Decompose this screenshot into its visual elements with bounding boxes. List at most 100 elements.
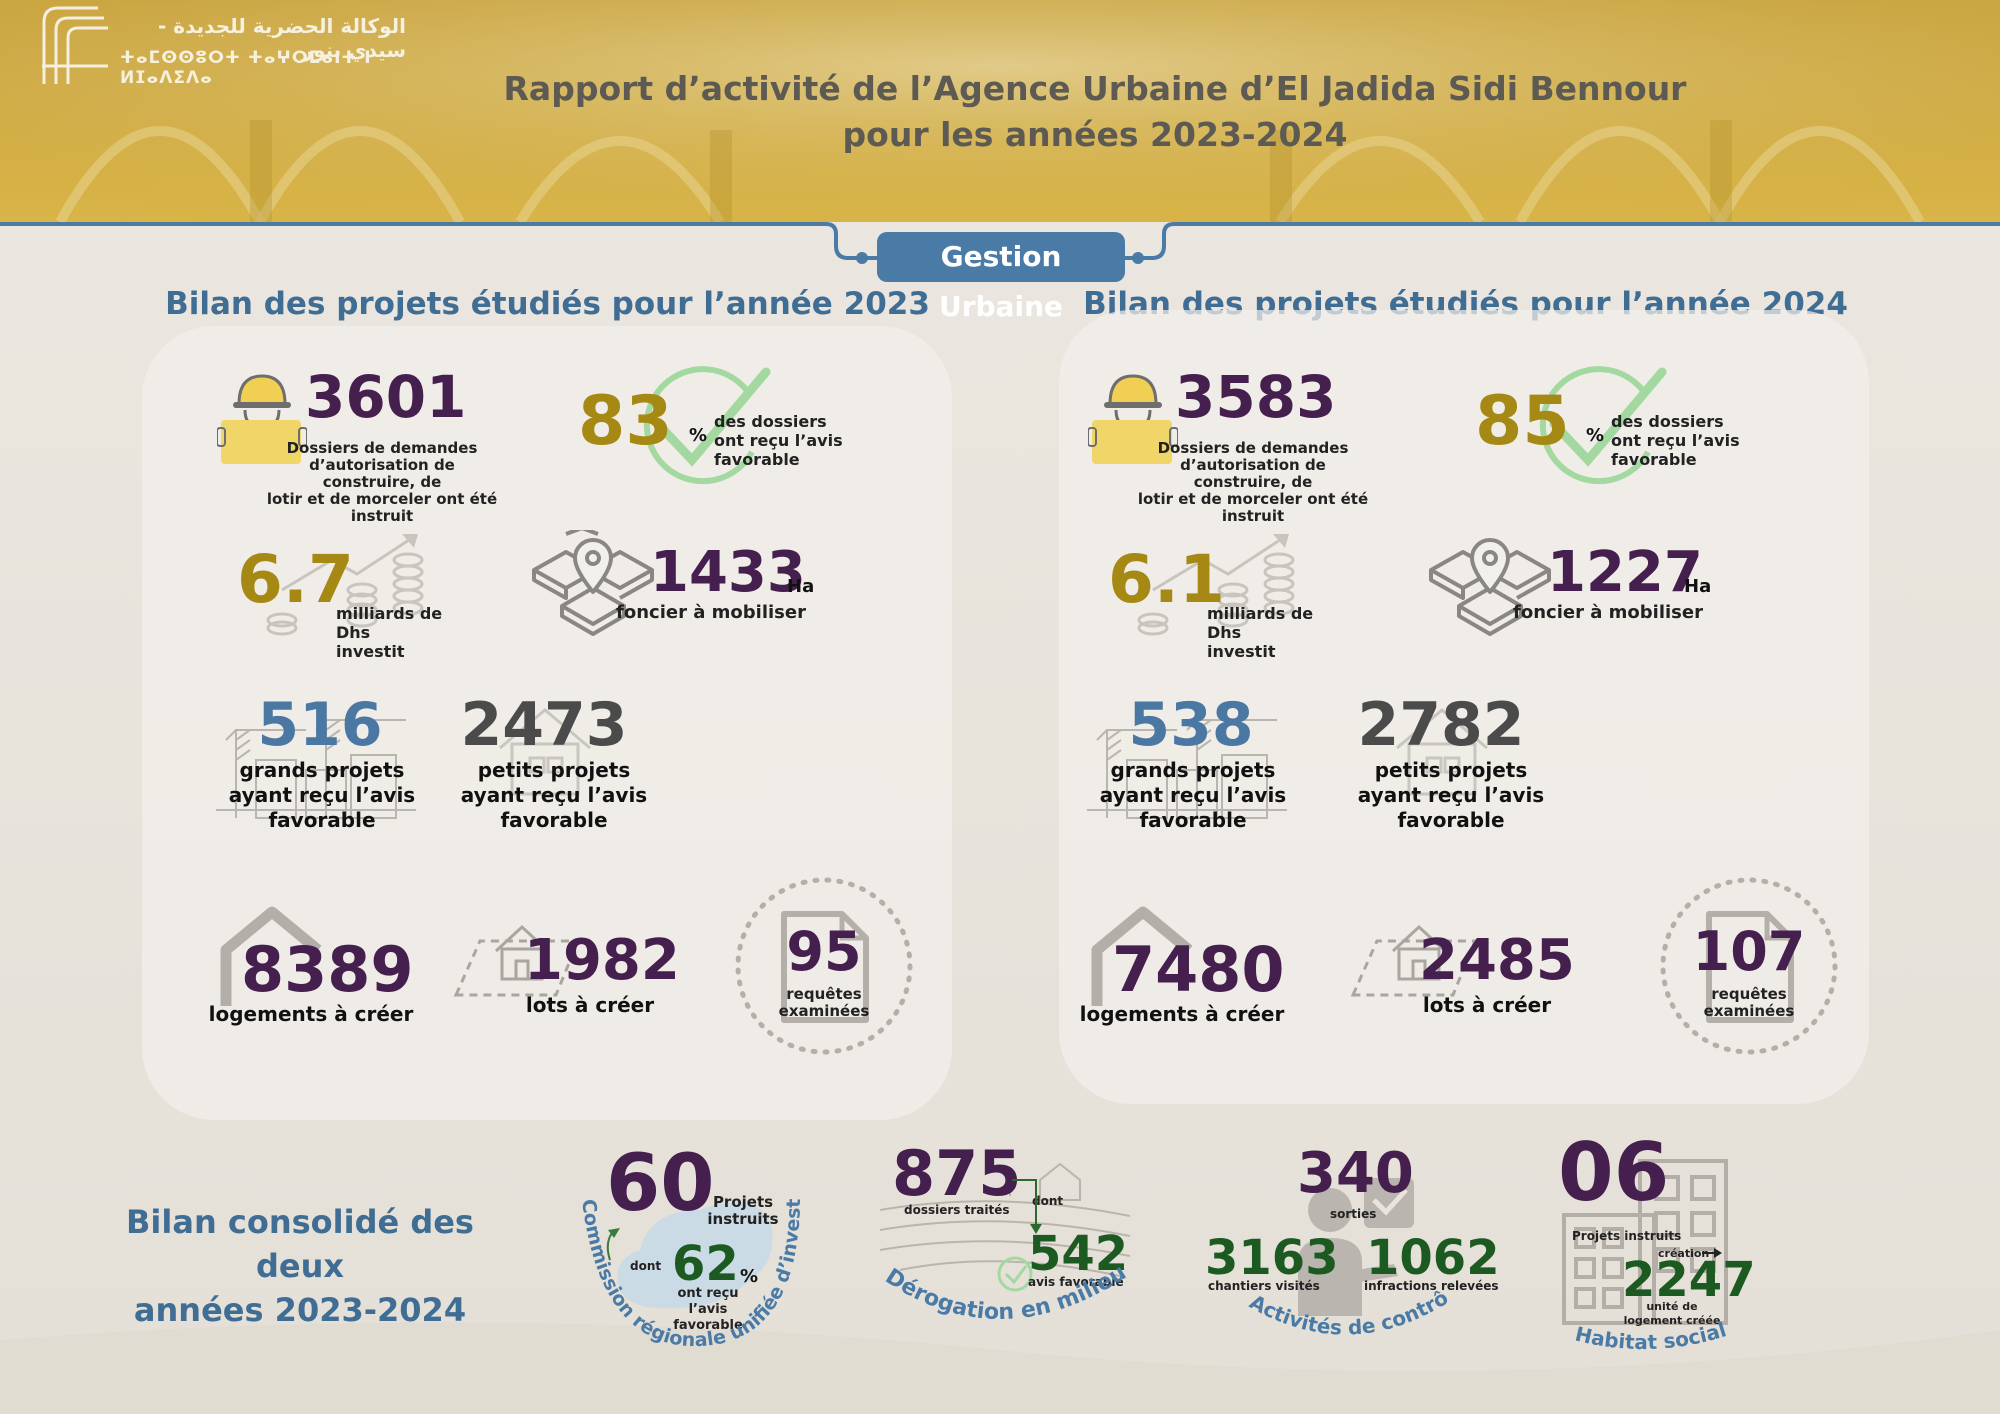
grands-2023-label: grands projets ayant reçu l’avis favorab… [212, 758, 432, 833]
habitat-creation: création [1658, 1247, 1710, 1260]
report-title: Rapport d’activité de l’Agence Urbaine d… [480, 66, 1710, 158]
crui-value: 60 [606, 1139, 715, 1229]
sorties-label: sorties [1330, 1207, 1377, 1221]
section-badge: Gestion Urbaine [877, 232, 1125, 323]
consolidated-heading-l1: Bilan consolidé des deux [126, 1203, 474, 1285]
sorties-value: 340 [1297, 1141, 1414, 1206]
grands-2024-label: grands projets ayant reçu l’avis favorab… [1083, 758, 1303, 833]
grands-2023-label-l2: ayant reçu l’avis [228, 783, 416, 807]
crui-label: Projets instruits [700, 1194, 786, 1228]
consolidated-heading: Bilan consolidé des deux années 2023-202… [100, 1200, 500, 1332]
report-title-line1: Rapport d’activité de l’Agence Urbaine d… [503, 69, 1687, 108]
petits-2023-value: 2473 [460, 690, 628, 760]
dossiers-2023-label-l2: d’autorisation de construire, de [309, 456, 455, 491]
construction-cranes-icon [1087, 700, 1287, 820]
favorable-2024-label-l1: des dossiers [1611, 412, 1724, 431]
lots-2023-label: lots à créer [525, 993, 655, 1017]
house-outline-icon [1087, 906, 1197, 1010]
petits-2024-label: petits projets ayant reçu l’avis favorab… [1341, 758, 1561, 833]
svg-text:Habitat social: Habitat social [1573, 1317, 1729, 1354]
controle-arc-text: Activités de contrôle [1230, 1270, 1452, 1340]
worker-laptop-icon [1088, 370, 1178, 466]
habitat-label: Projets instruits [1572, 1229, 1682, 1243]
crui-fav-unit: % [740, 1266, 759, 1287]
habitat-arc-text: Habitat social [1573, 1317, 1729, 1354]
check-circle-icon [1526, 362, 1676, 490]
requetes-2023-label-l2: examinées [778, 1002, 870, 1020]
requetes-2023-label-l1: requêtes [786, 985, 862, 1003]
crui-label-l2: instruits [707, 1210, 779, 1228]
controle-arc-caption: Activités de contrôle [1230, 1270, 1452, 1340]
favorable-2023-unit: % [689, 425, 708, 446]
invest-2024-label-l2: investit [1207, 642, 1276, 661]
favorable-2024-label-l3: favorable [1611, 450, 1697, 469]
petits-2023-label-l2: ayant reçu l’avis [460, 783, 648, 807]
petits-2023-label: petits projets ayant reçu l’avis favorab… [444, 758, 664, 833]
inspector-icon [1290, 1176, 1420, 1316]
svg-text:Commission régionale unifiée d: Commission régionale unifiée d’investiss… [560, 1180, 805, 1351]
requetes-2023-label: requêtes examinées [764, 986, 884, 1020]
construction-cranes-icon [216, 700, 416, 820]
crui-arc-text: Commission régionale unifiée d’investiss… [560, 1180, 805, 1351]
small-house-icon [1387, 700, 1497, 800]
grands-2023-label-l3: favorable [268, 808, 376, 832]
favorable-2024-unit: % [1586, 425, 1605, 446]
dossiers-2024-label: Dossiers de demandes d’autorisation de c… [1133, 440, 1373, 525]
chantiers-label: chantiers visités [1208, 1279, 1320, 1293]
requetes-2024-label-l2: examinées [1703, 1002, 1795, 1020]
agency-logo [38, 4, 112, 86]
infractions-value: 1062 [1366, 1230, 1500, 1286]
petits-2023-label-l1: petits projets [477, 758, 631, 782]
petits-2023-label-l3: favorable [500, 808, 608, 832]
crui-dont: dont [630, 1259, 662, 1273]
invest-2023-label: milliards de Dhs investit [336, 604, 466, 661]
logements-2023-label: logements à créer [208, 1002, 414, 1026]
land-location-icon [1423, 530, 1557, 640]
favorable-2023-label-l1: des dossiers [714, 412, 827, 431]
grands-2024-label-l2: ayant reçu l’avis [1099, 783, 1287, 807]
habitat-units-label-l2: logement créée [1623, 1314, 1721, 1327]
org-name-tifinagh: ⵜⴰⵎⵙⵙⵓⵔⵜ ⵜⴰⵖⵔⵎⴰⵏⵜ ⵏ ⵍⵊⴰⴷⵉⴷⴰ [120, 48, 372, 88]
dossiers-2023-label-l1: Dossiers de demandes [286, 439, 478, 457]
dossiers-2024-label-l1: Dossiers de demandes [1157, 439, 1349, 457]
derogation-label: dossiers traités [904, 1203, 1010, 1217]
check-circle-icon [630, 362, 780, 490]
region-map-icon [600, 1170, 790, 1320]
consolidated-heading-l2: années 2023-2024 [133, 1291, 467, 1329]
derogation-arc-caption: Dérogation en milieu rural [860, 1240, 1131, 1325]
foncier-2023-value: 1433 [650, 540, 806, 605]
grands-2024-label-l1: grands projets [1110, 758, 1276, 782]
crui-fav-label-l1: ont reçu l’avis [677, 1286, 739, 1317]
crui-fav-label: ont reçu l’avis favorable [660, 1286, 756, 1334]
document-icon [1659, 876, 1839, 1056]
grands-2024-label-l3: favorable [1139, 808, 1247, 832]
dossiers-2023-label: Dossiers de demandes d’autorisation de c… [262, 440, 502, 525]
dossiers-2024-value: 3583 [1175, 363, 1337, 431]
requetes-2024-value: 107 [1692, 920, 1806, 983]
foncier-2023-unit: Ha [787, 576, 815, 597]
lot-plot-icon [1349, 915, 1479, 999]
invest-2024-value: 6.1 [1108, 541, 1225, 618]
svg-text:Activités de contrôle: Activités de contrôle [1230, 1270, 1452, 1340]
crui-fav-label-l2: favorable [673, 1318, 743, 1333]
lots-2024-value: 2485 [1419, 928, 1575, 993]
small-house-icon [490, 700, 600, 800]
foncier-2024-unit: Ha [1684, 576, 1712, 597]
habitat-units-value: 2247 [1622, 1252, 1756, 1308]
requetes-2024-label: requêtes examinées [1689, 986, 1809, 1020]
coins-growth-icon [262, 530, 432, 640]
derogation-fav-value: 542 [1028, 1226, 1129, 1282]
apartment-building-icon [1560, 1155, 1730, 1325]
chantiers-value: 3163 [1205, 1230, 1339, 1286]
rural-landscape-icon [880, 1150, 1130, 1300]
document-icon [734, 876, 914, 1056]
derogation-arc-text: Dérogation en milieu rural [860, 1240, 1131, 1325]
land-location-icon [526, 530, 660, 640]
invest-2024-label: milliards de Dhs investit [1207, 604, 1337, 661]
lot-plot-icon [452, 915, 582, 999]
petits-2024-label-l3: favorable [1397, 808, 1505, 832]
grands-2023-label-l1: grands projets [239, 758, 405, 782]
petits-2024-value: 2782 [1357, 690, 1525, 760]
derogation-arrow [1012, 1179, 1042, 1234]
crui-fav-value: 62 [672, 1236, 739, 1292]
